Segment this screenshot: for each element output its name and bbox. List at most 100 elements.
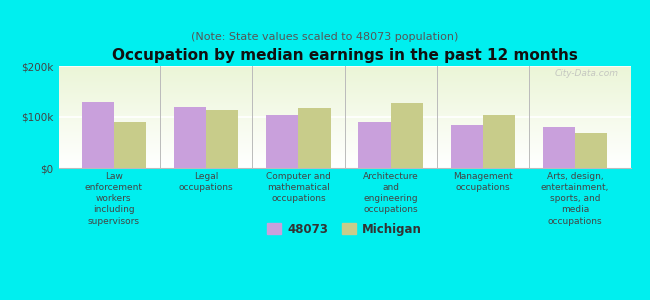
Bar (58, 75, 630, 76)
Bar (58, 148, 630, 150)
Bar (58, 161, 630, 162)
Bar (58, 99, 630, 100)
Bar (58, 83, 630, 84)
Bar (58, 136, 630, 137)
Bar (58, 153, 630, 154)
Bar (58, 108, 630, 109)
Bar (58, 129, 630, 130)
Bar (58, 110, 630, 111)
Bar (58, 132, 630, 133)
Bar (58, 150, 630, 151)
Bar (58, 120, 630, 121)
Bar (58, 143, 630, 145)
Bar (58, 117, 630, 118)
Bar (58, 103, 630, 104)
Title: Occupation by median earnings in the past 12 months: Occupation by median earnings in the pas… (112, 48, 577, 63)
Bar (58, 82, 630, 83)
Bar (58, 138, 630, 140)
Bar (58, 118, 630, 119)
Bar (58, 92, 630, 94)
Bar (58, 154, 630, 155)
Bar (58, 100, 630, 101)
Bar (58, 151, 630, 152)
Bar (58, 116, 630, 117)
Bar (81, 102, 114, 168)
Bar (58, 81, 630, 82)
Bar (58, 146, 630, 147)
Bar (58, 66, 630, 67)
Bar (58, 111, 630, 112)
Bar (58, 70, 630, 71)
Bar (58, 123, 630, 124)
Bar (58, 164, 630, 165)
Bar (58, 101, 630, 102)
Bar (58, 133, 630, 134)
Bar (58, 112, 630, 113)
Bar (58, 160, 630, 161)
Bar (58, 152, 630, 153)
Bar (58, 96, 630, 97)
Bar (58, 84, 630, 86)
Bar (58, 88, 630, 89)
Legend: 48073, Michigan: 48073, Michigan (267, 223, 422, 236)
Bar (58, 137, 630, 138)
Bar (58, 126, 630, 127)
Bar (543, 127, 575, 168)
Bar (58, 159, 630, 160)
Bar (58, 165, 630, 166)
Bar (58, 125, 630, 126)
Bar (58, 102, 630, 103)
Bar (58, 79, 630, 80)
Bar (58, 85, 630, 86)
Bar (58, 166, 630, 167)
Bar (58, 68, 630, 69)
Bar (58, 135, 630, 136)
Bar (206, 110, 239, 168)
Bar (58, 115, 630, 116)
Bar (58, 106, 630, 107)
Bar (58, 97, 630, 98)
Bar (391, 103, 423, 168)
Bar (58, 107, 630, 108)
Bar (58, 167, 630, 168)
Bar (58, 69, 630, 70)
Bar (58, 124, 630, 125)
Bar (298, 108, 331, 168)
Bar (58, 76, 630, 77)
Bar (58, 163, 630, 164)
Bar (58, 157, 630, 158)
Bar (58, 155, 630, 156)
Bar (58, 105, 630, 106)
Bar (58, 73, 630, 74)
Bar (58, 74, 630, 75)
Bar (483, 116, 515, 168)
Bar (58, 121, 630, 122)
Bar (58, 77, 630, 78)
Bar (58, 104, 630, 105)
Text: (Note: State values scaled to 48073 population): (Note: State values scaled to 48073 popu… (191, 32, 459, 41)
Bar (58, 94, 630, 96)
Bar (58, 86, 630, 87)
Bar (58, 109, 630, 110)
Bar (58, 140, 630, 142)
Bar (58, 158, 630, 159)
Bar (58, 78, 630, 79)
Bar (58, 72, 630, 73)
Bar (58, 67, 630, 68)
Bar (58, 89, 630, 91)
Bar (58, 142, 630, 143)
Bar (58, 130, 630, 131)
Bar (58, 122, 630, 123)
Bar (575, 133, 608, 168)
Bar (58, 119, 630, 120)
Bar (58, 134, 630, 135)
Bar (58, 127, 630, 128)
Bar (58, 91, 630, 92)
Bar (58, 114, 630, 115)
Bar (58, 156, 630, 157)
Bar (58, 80, 630, 81)
Bar (58, 128, 630, 129)
Bar (58, 98, 630, 99)
Bar (58, 147, 630, 148)
Bar (58, 162, 630, 163)
